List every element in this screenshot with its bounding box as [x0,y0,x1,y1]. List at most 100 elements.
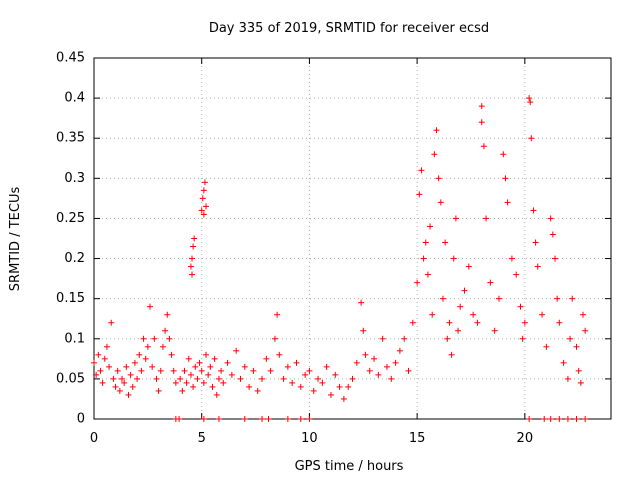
data-point [500,151,507,158]
data-point [189,255,196,262]
data-point [200,416,207,422]
y-axis-label: SRMTID / TECUs [8,187,23,292]
data-point [280,375,287,382]
data-point [517,303,524,310]
data-point [362,351,369,358]
y-tick-label: 0.3 [64,171,85,186]
data-point [422,239,429,246]
data-point [213,391,220,398]
axis-ticks [93,57,611,420]
data-point [259,416,266,422]
data-point [446,319,453,326]
data-point [134,375,141,382]
data-point [448,351,455,358]
data-point [203,203,210,210]
x-tick-label: 0 [90,431,98,446]
data-point [284,416,291,422]
data-point [474,319,481,326]
data-point [461,287,468,294]
data-point [567,335,574,342]
data-point [465,263,472,270]
data-point [573,343,580,350]
data-point [392,359,399,366]
data-point [336,383,343,390]
data-point [487,279,494,286]
data-point [508,255,515,262]
data-point [142,355,149,362]
data-points [91,95,589,422]
data-point [136,351,143,358]
data-point [192,363,199,370]
data-point [166,335,173,342]
data-point [198,367,205,374]
data-point [349,375,356,382]
data-point [144,343,151,350]
data-point [327,391,334,398]
data-point [405,367,412,374]
data-point [95,351,102,358]
data-point [164,311,171,318]
data-point [181,367,188,374]
x-tick-labels: 0 5 10 15 20 [90,431,533,446]
data-point [323,363,330,370]
data-point [97,367,104,374]
data-point [345,383,352,390]
data-point [131,359,138,366]
data-point [306,416,313,422]
data-point [196,359,203,366]
data-point [194,375,201,382]
x-axis-label: GPS time / hours [295,459,404,474]
data-point [147,303,154,310]
data-point [271,335,278,342]
data-point [177,375,184,382]
data-point [504,199,511,206]
data-point [457,303,464,310]
data-point [502,175,509,182]
x-tick-label: 15 [409,431,426,446]
data-point [478,103,485,110]
data-point [564,375,571,382]
data-point [495,295,502,302]
data-point [289,379,296,386]
data-point [114,367,121,374]
data-point [179,387,186,394]
data-point [205,371,212,378]
data-point [127,371,134,378]
data-point [112,383,119,390]
data-point [151,335,158,342]
data-point [455,327,462,334]
data-point [409,319,416,326]
data-point [366,367,373,374]
x-tick-label: 20 [517,431,534,446]
data-point [547,215,554,222]
data-point [155,387,162,394]
data-point [168,351,175,358]
data-point [170,367,177,374]
data-point [140,335,147,342]
data-point [556,416,563,422]
data-point [539,311,546,318]
data-point [575,367,582,374]
data-point [176,416,183,422]
data-point [577,379,584,386]
data-point [274,311,281,318]
data-point [360,327,367,334]
data-point [452,215,459,222]
data-point [211,355,218,362]
data-point [483,215,490,222]
data-point [560,359,567,366]
data-point [541,416,548,422]
data-point [564,416,571,422]
data-point [237,375,244,382]
data-point [149,363,156,370]
data-point [319,379,326,386]
y-tick-labels: 0 0.05 0.1 0.15 0.2 0.25 0.3 0.35 0.4 0.45 [56,51,85,427]
data-point [162,327,169,334]
data-point [185,355,192,362]
data-point [190,383,197,390]
data-point [414,279,421,286]
data-point [315,375,322,382]
data-point [215,375,222,382]
data-point [470,311,477,318]
